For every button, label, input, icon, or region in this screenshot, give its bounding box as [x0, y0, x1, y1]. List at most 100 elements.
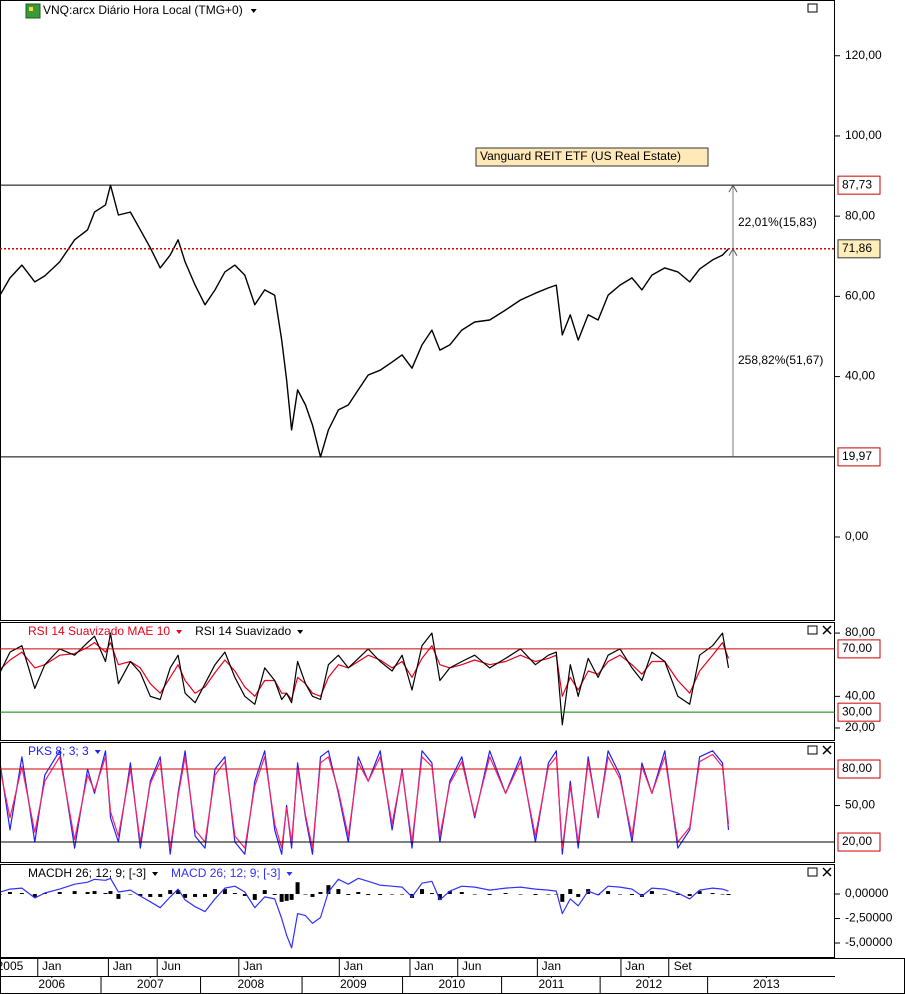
histogram-bar — [19, 893, 24, 894]
y-tick-label: 40,00 — [845, 689, 875, 703]
year-label: 2011 — [538, 977, 564, 991]
histogram-bar — [576, 893, 581, 897]
level-label: 19,97 — [842, 449, 872, 463]
range-label: 258,82%(51,67) — [738, 353, 823, 367]
y-tick-label: 80,00 — [845, 625, 875, 639]
year-label: 2009 — [340, 977, 367, 991]
histogram-bar — [697, 891, 702, 894]
rsi-panel-frame — [0, 622, 835, 741]
histogram-bar — [242, 893, 247, 896]
series-line — [1, 184, 730, 458]
histogram-bar — [447, 891, 452, 894]
year-label: 2008 — [237, 977, 264, 991]
histogram-bar — [176, 890, 181, 894]
y-tick-label: 120,00 — [845, 48, 882, 62]
annotation: Vanguard REIT ETF (US Real Estate) — [480, 149, 681, 163]
histogram-bar — [193, 893, 198, 897]
x-tick-label: Jun — [162, 959, 181, 973]
histogram-bar — [560, 893, 565, 902]
y-tick-label: 80,00 — [845, 208, 875, 222]
histogram-bar — [183, 893, 188, 898]
histogram-bar — [429, 893, 434, 894]
histogram-bar — [346, 893, 351, 895]
level-label: 71,86 — [842, 241, 872, 255]
histogram-bar — [272, 893, 277, 895]
histogram-bar — [168, 890, 173, 894]
close-button[interactable] — [822, 745, 832, 755]
histogram-bar — [459, 892, 464, 894]
dropdown-arrow — [297, 630, 304, 634]
histogram-bar — [295, 882, 300, 894]
legend-entry: MACDH 26; 12; 9; [-3] — [28, 866, 146, 880]
chart-title: VNQ:arcx Diário Hora Local (TMG+0) — [43, 3, 243, 17]
plot-area — [1, 632, 730, 726]
range-label: 22,01%(15,83) — [738, 215, 817, 229]
histogram-bar — [85, 892, 90, 894]
histogram-bar — [1, 893, 2, 895]
histogram-bar — [720, 893, 725, 895]
dropdown-arrow — [286, 872, 293, 876]
legend-entry: PKS 8; 3; 3 — [28, 744, 89, 758]
maximize-button[interactable] — [807, 745, 818, 755]
histogram-bar — [400, 893, 405, 895]
level-label: 80,00 — [842, 761, 872, 775]
arrow-head — [728, 247, 738, 257]
level-label: 87,73 — [842, 177, 872, 191]
maximize-button[interactable] — [807, 867, 818, 877]
y-tick-label: 20,00 — [845, 720, 875, 734]
series-line — [1, 877, 729, 949]
level-label: 20,00 — [842, 834, 872, 848]
histogram-bar — [148, 893, 153, 897]
histogram-bar — [662, 893, 667, 895]
level-label: 70,00 — [842, 641, 872, 655]
x-tick-label: Set — [674, 959, 693, 973]
y-tick-label: 0,00000 — [845, 886, 889, 900]
y-tick-label: 60,00 — [845, 289, 875, 303]
maximize-button[interactable] — [807, 3, 818, 13]
histogram-bar — [72, 891, 77, 894]
level-box — [837, 702, 881, 722]
x-tick-label: Jan — [414, 959, 433, 973]
y-tick-label: 0,00 — [845, 529, 869, 543]
series-line — [1, 632, 730, 726]
histogram-bar — [437, 893, 442, 900]
dropdown-arrow — [152, 872, 159, 876]
histogram-bar — [606, 891, 611, 894]
histogram-bar — [57, 892, 62, 894]
close-button[interactable] — [822, 625, 832, 635]
histogram-bar — [356, 892, 361, 894]
histogram-bar — [533, 893, 538, 895]
histogram-bar — [310, 893, 315, 897]
level-box — [837, 832, 881, 852]
histogram-bar — [554, 893, 559, 895]
y-tick-label: 100,00 — [845, 128, 882, 142]
maximize-button[interactable] — [807, 625, 818, 635]
level-box — [837, 759, 881, 779]
histogram-bar — [303, 893, 308, 895]
title-icon — [25, 3, 41, 19]
macd-panel-frame — [0, 864, 835, 958]
histogram-bar — [726, 893, 731, 895]
level-box — [837, 239, 881, 259]
y-tick-label: 40,00 — [845, 369, 875, 383]
histogram-bar — [262, 890, 267, 894]
year-label: 2006 — [38, 977, 65, 991]
close-button[interactable] — [822, 867, 832, 877]
histogram-bar — [252, 893, 257, 900]
histogram-bar — [687, 893, 692, 896]
year-label: 2007 — [137, 977, 164, 991]
histogram-bar — [568, 889, 573, 894]
x-tick-label: Jan — [42, 959, 61, 973]
panel-buttons[interactable] — [807, 3, 832, 877]
histogram-bar — [289, 893, 294, 900]
histogram-bar — [103, 893, 108, 894]
histogram-bar — [618, 893, 623, 895]
dropdown-arrow — [176, 630, 183, 634]
annotation-box — [475, 147, 709, 167]
level-box — [837, 447, 881, 467]
histogram-bar — [390, 893, 395, 895]
histogram-bar — [212, 889, 217, 894]
histogram-bar — [32, 893, 37, 897]
